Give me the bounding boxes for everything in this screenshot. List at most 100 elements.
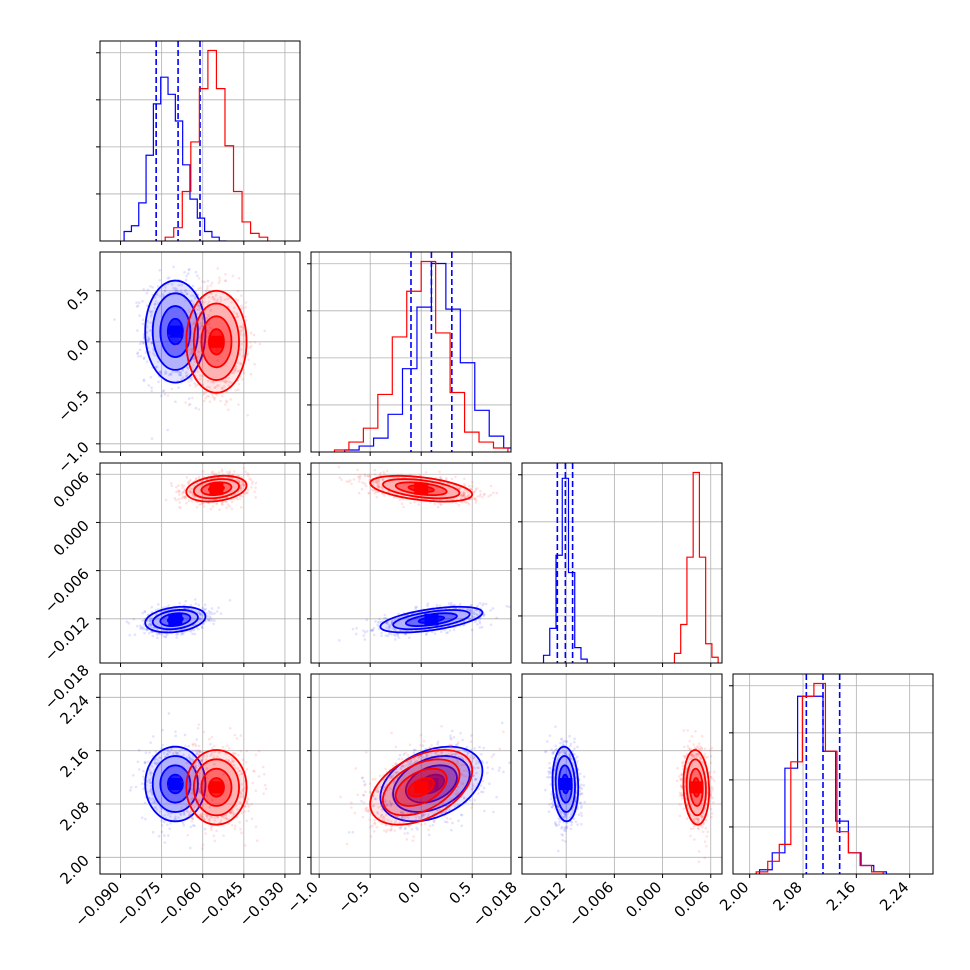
scatter-point <box>415 605 419 609</box>
density-peak <box>209 335 224 348</box>
scatter-point <box>432 820 436 823</box>
scatter-point <box>147 768 151 772</box>
scatter-point <box>461 494 465 497</box>
scatter-point <box>709 775 713 779</box>
scatter-point <box>442 814 446 818</box>
scatter-point <box>492 810 495 814</box>
scatter-point <box>230 507 234 511</box>
scatter-point <box>234 297 238 301</box>
scatter-point <box>434 753 437 756</box>
scatter-point <box>361 481 364 484</box>
scatter-point <box>240 772 244 776</box>
scatter-point <box>371 480 374 484</box>
scatter-point <box>701 825 704 829</box>
scatter-point <box>370 488 374 492</box>
scatter-point <box>245 491 249 494</box>
scatter-point <box>694 816 697 820</box>
scatter-point <box>151 634 155 638</box>
scatter-point <box>466 607 469 611</box>
scatter-point <box>218 276 221 280</box>
scatter-point <box>562 815 565 819</box>
scatter-point <box>194 270 198 274</box>
scatter-point <box>215 393 219 397</box>
scatter-point <box>239 791 242 794</box>
scatter-point <box>471 480 474 484</box>
scatter-point <box>198 336 201 339</box>
scatter-point <box>392 781 395 785</box>
scatter-point <box>464 500 468 504</box>
scatter-point <box>151 351 155 355</box>
scatter-point <box>219 612 223 615</box>
scatter-point <box>144 751 148 754</box>
scatter-point <box>196 749 199 753</box>
scatter-point <box>238 325 241 328</box>
scatter-point <box>578 801 582 805</box>
scatter-point <box>403 764 407 768</box>
scatter-point <box>245 799 249 803</box>
scatter-point <box>181 369 185 372</box>
scatter-point <box>213 744 216 748</box>
scatter-point <box>162 751 166 755</box>
scatter-point <box>183 271 186 274</box>
scatter-point <box>127 621 131 625</box>
scatter-point <box>218 750 221 754</box>
scatter-point <box>189 630 193 633</box>
scatter-point <box>192 772 196 775</box>
scatter-point <box>454 475 457 479</box>
scatter-point <box>218 300 222 304</box>
scatter-point <box>353 811 357 815</box>
scatter-point <box>425 753 429 757</box>
scatter-point <box>202 812 205 816</box>
scatter-point <box>203 827 207 831</box>
scatter-point <box>214 472 218 475</box>
scatter-point <box>183 733 187 737</box>
scatter-point <box>207 300 211 304</box>
scatter-point <box>209 380 213 384</box>
scatter-point <box>226 503 230 507</box>
scatter-point <box>580 787 584 791</box>
scatter-point <box>414 607 417 611</box>
panel-content <box>755 674 888 874</box>
x-tick-label: 2.00 <box>716 878 752 914</box>
scatter-point <box>231 752 235 755</box>
x-tick-label: −1.0 <box>283 878 321 916</box>
scatter-point <box>180 306 184 310</box>
scatter-point <box>697 753 701 757</box>
scatter-point <box>156 803 159 806</box>
scatter-point <box>698 748 702 752</box>
scatter-point <box>201 317 204 320</box>
scatter-point <box>232 752 236 755</box>
scatter-point <box>421 813 424 817</box>
scatter-point <box>562 739 566 743</box>
scatter-point <box>404 751 407 755</box>
scatter-point <box>188 343 192 347</box>
scatter-point <box>420 815 424 819</box>
scatter-point <box>555 824 558 828</box>
scatter-point <box>213 396 217 400</box>
scatter-point <box>444 810 448 813</box>
scatter-point <box>194 744 198 748</box>
scatter-point <box>684 755 687 759</box>
scatter-point <box>679 778 683 782</box>
scatter-point <box>180 631 184 635</box>
scatter-point <box>236 388 240 391</box>
scatter-point <box>201 498 204 501</box>
scatter-point <box>387 632 391 636</box>
scatter-point <box>204 832 207 835</box>
scatter-point <box>479 784 483 787</box>
scatter-point <box>222 385 226 388</box>
scatter-point <box>228 471 232 475</box>
y-tick-label: −1.0 <box>54 438 92 476</box>
scatter-point <box>348 479 352 482</box>
scatter-point <box>356 793 360 797</box>
scatter-point <box>695 817 698 821</box>
scatter-point <box>235 312 239 316</box>
scatter-point <box>241 495 244 498</box>
scatter-point <box>387 818 390 822</box>
scatter-point <box>231 477 235 480</box>
scatter-point <box>372 626 376 630</box>
scatter-point <box>181 495 185 498</box>
scatter-point <box>547 770 550 773</box>
scatter-point <box>450 498 453 502</box>
scatter-point <box>420 823 423 827</box>
